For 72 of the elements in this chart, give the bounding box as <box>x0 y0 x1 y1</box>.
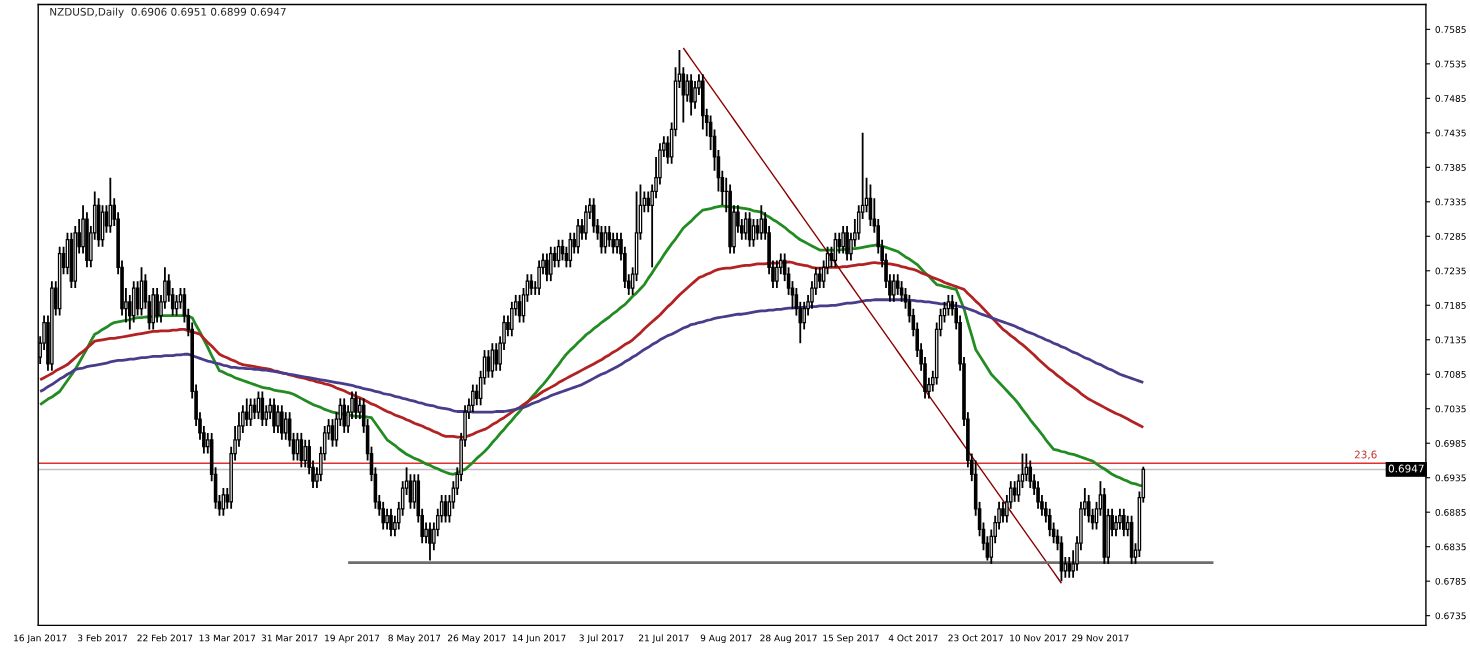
candlestick <box>759 204 764 241</box>
x-tick-label: 26 May 2017 <box>447 634 506 644</box>
candlestick <box>545 252 549 283</box>
candlestick <box>276 404 280 434</box>
candlestick <box>743 211 748 241</box>
candlestick <box>646 190 651 214</box>
x-tick-label: 3 Feb 2017 <box>78 634 127 642</box>
candlestick <box>385 507 389 531</box>
x-tick-label: 28 Aug 2017 <box>760 634 817 644</box>
y-tick-label: 0.7385 <box>1435 164 1466 171</box>
candlestick <box>280 404 284 441</box>
y-tick-label: 0.7435 <box>1435 129 1466 137</box>
x-tick-label: 10 Nov 2017 <box>1010 634 1067 642</box>
x-tick-label: 23 Oct 2017 <box>948 634 1003 642</box>
candlestick <box>244 397 249 427</box>
candlestick <box>685 73 690 103</box>
candlestick <box>1001 500 1005 524</box>
candlestick <box>892 273 896 303</box>
y-tick-label: 0.6985 <box>1435 439 1466 447</box>
x-tick-label: 31 Mar 2017 <box>261 634 318 642</box>
candlestick <box>283 411 288 441</box>
y-tick-label: 0.7135 <box>1435 336 1466 344</box>
candlestick <box>841 225 845 255</box>
x-tick-label: 13 Mar 2017 <box>199 634 256 642</box>
x-tick-label: 14 Jun 2017 <box>512 634 566 644</box>
y-tick-label: 0.7035 <box>1435 405 1466 413</box>
x-tick-label: 29 Nov 2017 <box>1072 634 1129 642</box>
candlestick <box>576 218 580 255</box>
y-tick-label: 0.6885 <box>1435 508 1466 516</box>
candlestick <box>428 521 432 562</box>
annotation: 23,6 <box>1354 450 1377 460</box>
x-tick-label: 19 Apr 2017 <box>325 634 380 644</box>
x-tick-label: 8 May 2017 <box>388 634 441 644</box>
line-series <box>682 47 1063 584</box>
y-tick-label: 0.7085 <box>1435 370 1466 378</box>
y-tick-label: 0.7585 <box>1435 26 1466 33</box>
y-tick-label: 0.6835 <box>1435 543 1466 551</box>
y-tick-label: 0.6785 <box>1435 577 1466 585</box>
x-tick-label: 21 Jul 2017 <box>638 634 689 644</box>
candlestick <box>389 507 393 538</box>
candlestick <box>1012 480 1017 503</box>
candlestick <box>494 342 499 372</box>
y-tick-label: 0.6735 <box>1435 612 1466 620</box>
candlestick <box>529 273 534 296</box>
y-tick-label: 0.7285 <box>1435 233 1466 240</box>
candlestick <box>615 231 619 255</box>
candlestick <box>1122 507 1126 538</box>
x-tick-label: 9 Aug 2017 <box>700 634 752 644</box>
y-tick-label: 0.7235 <box>1435 267 1466 275</box>
y-tick-label: 0.7185 <box>1435 302 1466 309</box>
candlestick <box>354 390 358 420</box>
candlestick <box>303 438 308 469</box>
candlestick <box>568 231 573 269</box>
y-tick-label: 0.7335 <box>1435 198 1466 206</box>
ref-line-label: 0.6947 <box>1388 464 1424 473</box>
chart-title: NZDUSD,Daily 0.6906 0.6951 0.6899 0.6947 <box>50 7 286 18</box>
candlestick <box>817 266 822 289</box>
candlestick <box>549 245 553 283</box>
x-tick-label: 15 Sep 2017 <box>823 634 879 644</box>
candlestick <box>155 287 159 324</box>
candlestick <box>845 225 849 262</box>
candlestick <box>342 397 347 434</box>
x-tick-label: 3 Jul 2017 <box>579 634 624 644</box>
x-tick-label: 22 Feb 2017 <box>137 634 193 642</box>
y-tick-label: 0.7535 <box>1435 60 1466 68</box>
candlestick <box>272 397 276 434</box>
x-tick-label: 16 Jan 2017 <box>14 634 67 644</box>
candlestick <box>689 73 693 117</box>
x-tick-label: 4 Oct 2017 <box>888 634 938 642</box>
candlestick <box>1067 556 1072 579</box>
y-tick-label: 0.6935 <box>1435 474 1466 482</box>
y-tick-label: 0.7485 <box>1435 95 1466 102</box>
